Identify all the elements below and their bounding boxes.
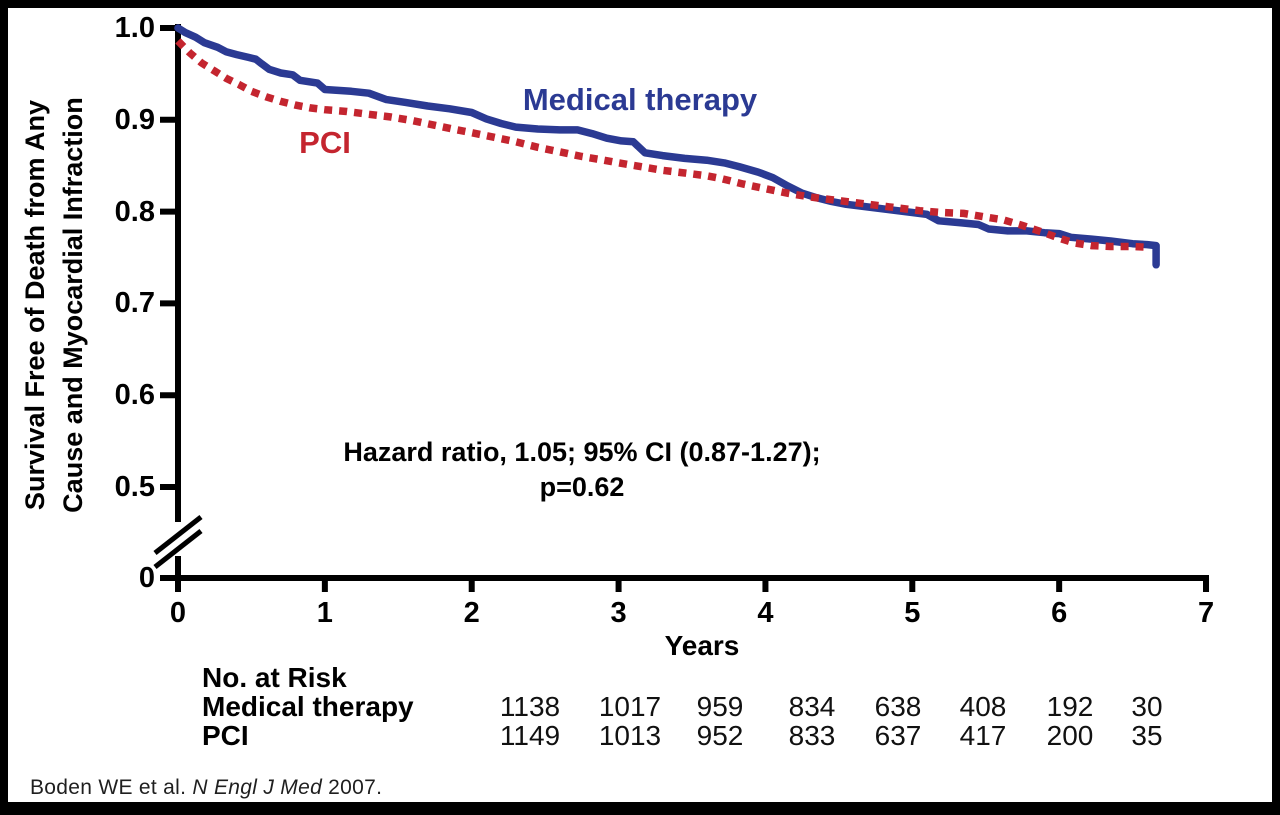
x-tick-label: 6 [1051,597,1068,629]
y-tick-label: 0.6 [114,379,155,412]
hazard-annotation-line2: p=0.62 [539,472,625,502]
risk-value: 200 [1046,720,1094,751]
frame-border-left [0,0,8,815]
risk-row-label-medical-therapy: Medical therapy [202,691,414,722]
risk-value: 408 [959,691,1007,722]
risk-value: 35 [1131,720,1163,751]
risk-value: 952 [696,720,744,751]
risk-value: 1017 [598,691,662,722]
x-tick-label: 4 [757,597,774,629]
risk-row-label-pci: PCI [202,720,249,751]
curve-label-pci: PCI [299,125,351,160]
citation-suffix: 2007. [322,776,383,799]
risk-value: 1149 [499,720,561,751]
hazard-annotation-line1: Hazard ratio, 1.05; 95% CI (0.87-1.27); [343,437,821,467]
curve-pci [175,38,1151,252]
risk-value: 1013 [598,720,662,751]
x-tick-label: 5 [904,597,921,629]
axis-break-slash [153,529,203,569]
x-axis-title: Years [664,630,740,661]
x-tick-label: 1 [316,597,333,629]
y-tick-label: 0.7 [114,287,155,320]
curve-medical-therapy [174,24,1160,269]
y-tick-label: 0 [138,562,155,594]
risk-value: 192 [1046,691,1094,722]
risk-value: 637 [874,720,922,751]
risk-value: 834 [788,691,836,722]
y-tick-label: 1.0 [114,12,155,44]
frame-border-bottom [0,802,1280,815]
citation-prefix: Boden WE et al. [30,776,193,799]
risk-value: 833 [788,720,836,751]
x-tick-label: 3 [610,597,627,629]
y-tick-label: 0.8 [114,195,155,228]
x-tick-label: 2 [463,597,480,629]
y-tick-label: 0.9 [114,103,155,136]
frame-border-right [1272,0,1280,815]
risk-value: 30 [1131,691,1163,722]
frame-border-top [0,0,1280,8]
risk-value: 638 [874,691,922,722]
risk-value: 959 [696,691,744,722]
curve-label-medical-therapy: Medical therapy [522,82,758,117]
x-tick-label: 7 [1197,597,1215,629]
citation-journal: N Engl J Med [192,776,323,799]
y-tick-label: 0.5 [114,471,155,503]
axis-break-slash [153,515,203,555]
x-tick-label: 0 [169,597,187,629]
risk-value: 1138 [499,691,561,722]
risk-table-title: No. at Risk [202,662,347,693]
y-axis-title-line1: Survival Free of Death from Any [20,99,50,511]
citation: Boden WE et al. N Engl J Med 2007. [30,776,382,800]
risk-value: 417 [959,720,1007,751]
